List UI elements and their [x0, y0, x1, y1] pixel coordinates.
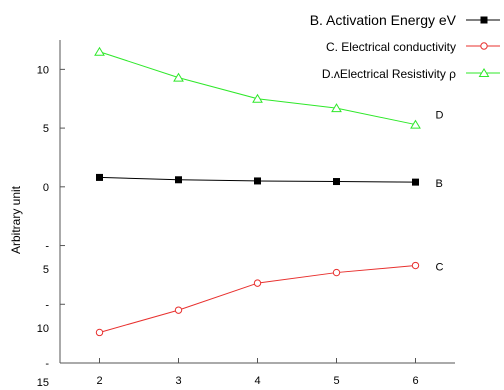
- series-c-line: [99, 265, 416, 333]
- legend-marker-c: [480, 42, 488, 50]
- series-c: [95, 261, 420, 337]
- chart-labels-layer: B C D: [436, 110, 444, 274]
- y-tick-label: 15: [37, 377, 49, 389]
- series-b-point: [333, 178, 340, 186]
- series-d-point: [410, 119, 421, 129]
- legend-item-b: B. Activation Energy eV: [310, 12, 500, 28]
- series-d-point: [331, 103, 342, 113]
- series-c-point: [174, 306, 183, 314]
- y-tick-label: 0: [43, 182, 49, 194]
- y-tick-label: 5: [43, 123, 49, 135]
- x-tick-label: 4: [254, 375, 260, 387]
- x-tick-label: 3: [175, 375, 181, 387]
- legend-item-d: D.ᴧElectrical Resistivity ρ: [322, 67, 500, 81]
- y-tick-label: 5: [43, 264, 49, 276]
- y-tick-label: 10: [37, 64, 49, 76]
- x-tick-label: 6: [412, 375, 418, 387]
- legend-marker-b: [480, 16, 488, 24]
- series-d-line: [99, 51, 416, 126]
- series-d: [94, 46, 421, 129]
- series-d-point: [173, 72, 184, 82]
- x-tick-label: 5: [333, 375, 339, 387]
- y-axis-label: Arbitrary unit: [9, 185, 23, 254]
- series-d-end-label: D: [436, 110, 444, 122]
- legend-item-c: C. Electrical conductivity: [326, 40, 500, 54]
- x-tick-label: 2: [96, 375, 102, 387]
- series-b-point: [175, 176, 182, 184]
- series-b-point: [96, 173, 103, 181]
- series-b: [96, 173, 419, 186]
- y-tick-label: -: [45, 299, 49, 311]
- y-tick-label: -: [45, 241, 49, 253]
- legend-marker-d: [478, 68, 490, 77]
- series-b-point: [254, 177, 261, 185]
- series-c-end-label: C: [436, 262, 444, 274]
- series-c-point: [332, 268, 341, 277]
- chart-legend: B. Activation Energy eV C. Electrical con…: [310, 12, 500, 81]
- legend-label-d: D.ᴧElectrical Resistivity ρ: [322, 67, 456, 81]
- series-b-point: [412, 178, 419, 186]
- legend-label-b: B. Activation Energy eV: [310, 12, 457, 28]
- series-c-point: [253, 279, 262, 287]
- series-d-point: [252, 93, 263, 103]
- series-d-point: [94, 46, 105, 56]
- y-tick-label: -: [45, 358, 49, 370]
- series-c-point: [411, 261, 420, 270]
- chart-series-layer: [94, 46, 421, 337]
- chart-axes: 10 5 0 - 5 - 10 - 15 2 3 4 5 6: [37, 40, 455, 389]
- y-tick-label: 10: [37, 323, 49, 335]
- series-b-end-label: B: [436, 178, 443, 190]
- series-c-point: [95, 328, 104, 337]
- legend-label-c: C. Electrical conductivity: [326, 40, 456, 54]
